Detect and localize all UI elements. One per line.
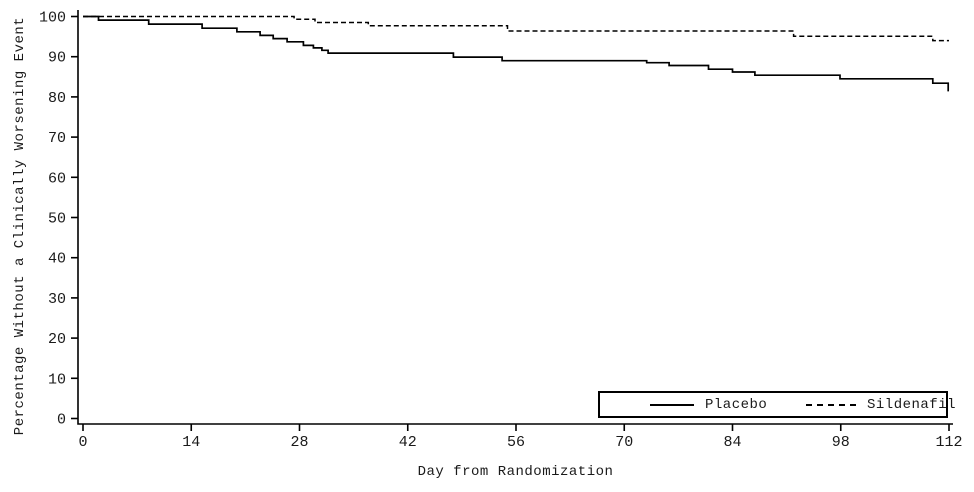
y-tick-label: 10	[48, 371, 66, 388]
y-tick-label: 50	[48, 211, 66, 228]
y-axis-title: Percentage Without a Clinically Worsenin…	[12, 16, 28, 436]
y-tick-label: 40	[48, 251, 66, 268]
x-tick-label: 98	[832, 434, 850, 451]
y-tick-label: 20	[48, 331, 66, 348]
y-tick-label: 0	[57, 412, 66, 429]
x-tick-label: 28	[290, 434, 308, 451]
legend-label-placebo: Placebo	[705, 396, 768, 413]
x-tick-label: 14	[182, 434, 200, 451]
y-axis-ticks: 0 10 20 30 40 50 60 70 80 90 100	[39, 10, 78, 429]
y-tick-label: 70	[48, 130, 66, 147]
y-tick-label: 30	[48, 291, 66, 308]
axis-lines	[77, 10, 953, 425]
sildenafil-dashed-line-sample	[806, 403, 856, 406]
x-tick-label: 56	[507, 434, 525, 451]
series-sildenafil-curve	[83, 15, 949, 42]
y-tick-label: 60	[48, 170, 66, 187]
legend-item-sildenafil: Sildenafil	[806, 393, 956, 416]
axes	[77, 10, 953, 425]
series-curves	[83, 15, 950, 92]
x-tick-label: 42	[399, 434, 417, 451]
legend-item-placebo: Placebo	[650, 393, 767, 416]
x-tick-label: 84	[723, 434, 741, 451]
legend: Placebo Sildenafil	[598, 391, 956, 418]
x-tick-label: 70	[615, 434, 633, 451]
y-tick-label: 90	[48, 50, 66, 67]
legend-label-sildenafil: Sildenafil	[867, 396, 957, 413]
y-tick-label: 80	[48, 90, 66, 107]
series-placebo-curve	[83, 15, 950, 92]
x-tick-label: 0	[78, 434, 87, 451]
x-tick-label: 112	[935, 434, 962, 451]
x-axis-ticks: 0 14 28 42 56 70 84 98 112	[78, 424, 963, 451]
placebo-solid-line-sample	[650, 403, 694, 406]
x-axis-title: Day from Randomization	[417, 464, 614, 480]
y-tick-label: 100	[39, 10, 66, 27]
